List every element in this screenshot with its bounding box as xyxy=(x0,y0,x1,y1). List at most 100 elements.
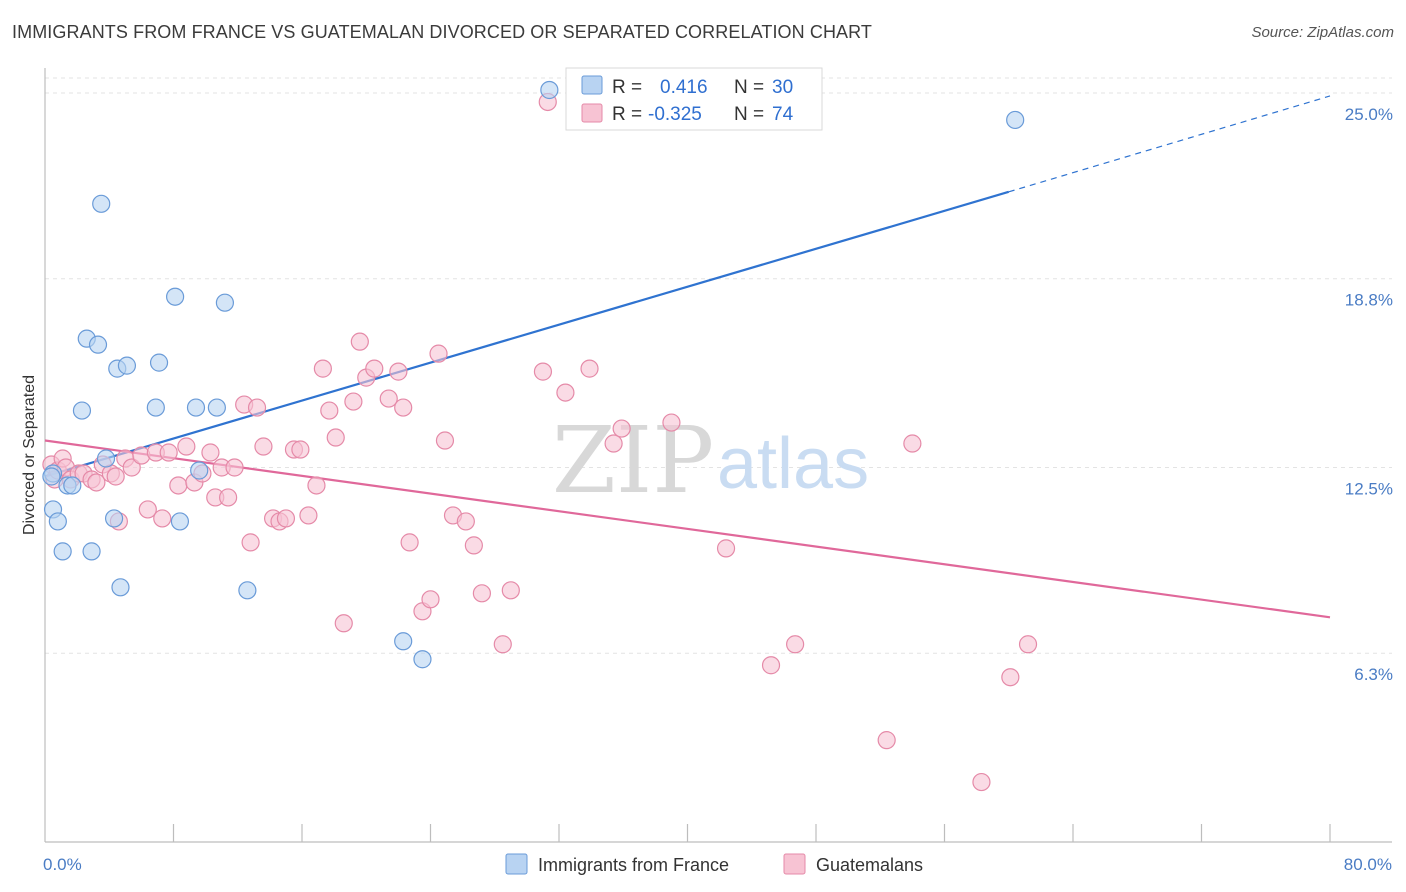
point-guatemalans xyxy=(254,437,273,456)
legend-n-label-1: N = xyxy=(734,77,764,98)
legend-box xyxy=(565,67,823,131)
legend-n-value-2: 74 xyxy=(772,104,794,125)
series-legend-label-france: Immigrants from France xyxy=(538,855,729,875)
point-guatemalans xyxy=(313,359,332,378)
point-guatemalans xyxy=(241,533,260,552)
point-guatemalans xyxy=(106,467,125,486)
y-tick-label: 12.5% xyxy=(1345,479,1393,498)
point-france xyxy=(166,287,185,306)
point-guatemalans xyxy=(556,383,575,402)
axes xyxy=(44,68,1392,843)
point-france xyxy=(238,581,257,600)
point-guatemalans xyxy=(153,509,172,528)
grid-lines xyxy=(45,77,1392,654)
point-guatemalans xyxy=(435,431,455,450)
point-guatemalans xyxy=(786,635,805,654)
correlation-legend: R = 0.416 N = 30 R = -0.325 N = 74 xyxy=(565,67,823,131)
legend-r-value-1: 0.416 xyxy=(660,77,708,98)
point-guatemalans xyxy=(612,419,631,438)
trend-line-guatemalans xyxy=(44,439,1331,619)
point-guatemalans xyxy=(365,359,384,378)
point-guatemalans xyxy=(394,398,413,417)
point-guatemalans xyxy=(247,398,267,417)
point-france xyxy=(96,449,116,468)
point-guatemalans xyxy=(1001,668,1020,687)
tick-labels: 6.3% 12.5% 18.8% 25.0% 0.0% 80.0% xyxy=(43,105,1393,874)
point-guatemalans xyxy=(493,635,512,654)
point-guatemalans xyxy=(400,533,419,552)
point-guatemalans xyxy=(225,458,244,477)
series-legend-label-guatemalans: Guatemalans xyxy=(816,855,923,875)
point-france xyxy=(190,461,209,480)
point-france xyxy=(394,632,413,651)
x-tick-label: 80.0% xyxy=(1344,855,1392,874)
point-guatemalans xyxy=(334,614,353,633)
data-points xyxy=(42,80,1038,792)
chart-title: IMMIGRANTS FROM FRANCE VS GUATEMALAN DIV… xyxy=(12,22,873,42)
point-guatemalans xyxy=(580,359,599,378)
point-france xyxy=(117,356,137,375)
trend-lines xyxy=(44,95,1331,619)
y-axis-title: Divorced or Separated xyxy=(21,375,38,535)
series-legend: Immigrants from France Guatemalans xyxy=(505,853,923,875)
legend-swatch-guatemalans xyxy=(581,103,603,123)
watermark: ZIP atlas xyxy=(552,407,869,514)
point-guatemalans xyxy=(464,536,483,555)
point-guatemalans xyxy=(456,512,475,531)
point-guatemalans xyxy=(299,506,318,525)
point-guatemalans xyxy=(421,590,440,609)
point-france xyxy=(48,512,67,531)
y-tick-label: 25.0% xyxy=(1345,105,1393,124)
point-guatemalans xyxy=(326,428,345,447)
point-guatemalans xyxy=(350,332,369,351)
point-guatemalans xyxy=(761,656,781,675)
point-france xyxy=(92,194,111,213)
point-guatemalans xyxy=(472,584,491,603)
point-guatemalans xyxy=(716,539,736,558)
point-guatemalans xyxy=(972,772,991,792)
point-guatemalans xyxy=(533,362,553,381)
point-guatemalans xyxy=(122,458,141,477)
watermark-zip: ZIP xyxy=(552,407,714,514)
point-guatemalans xyxy=(87,473,106,492)
point-guatemalans xyxy=(159,443,178,462)
trend-line-france xyxy=(44,190,1010,478)
watermark-atlas: atlas xyxy=(717,424,869,504)
point-france xyxy=(72,401,92,420)
point-france xyxy=(53,542,72,561)
point-france xyxy=(82,542,101,561)
point-guatemalans xyxy=(169,476,188,495)
trend-extension-france xyxy=(1008,95,1331,193)
point-france xyxy=(111,578,130,597)
point-france xyxy=(63,476,82,495)
point-france xyxy=(42,467,61,486)
point-guatemalans xyxy=(291,440,310,459)
chart-source: Source: ZipAtlas.com xyxy=(1251,24,1394,41)
point-guatemalans xyxy=(307,476,326,495)
point-france xyxy=(1006,110,1025,130)
point-france xyxy=(104,509,124,528)
y-tick-label: 18.8% xyxy=(1345,291,1393,310)
legend-n-label-2: N = xyxy=(734,104,764,125)
point-france xyxy=(146,398,165,417)
point-france xyxy=(170,512,190,531)
point-guatemalans xyxy=(429,344,448,363)
x-tick-label: 0.0% xyxy=(43,855,82,874)
legend-swatch-france xyxy=(581,75,603,95)
point-france xyxy=(186,398,206,417)
point-guatemalans xyxy=(219,488,238,507)
point-guatemalans xyxy=(379,389,398,408)
point-guatemalans xyxy=(903,434,922,453)
point-guatemalans xyxy=(662,413,681,432)
point-guatemalans xyxy=(877,731,896,750)
legend-n-value-1: 30 xyxy=(772,77,793,98)
point-guatemalans xyxy=(320,401,339,420)
point-france xyxy=(413,650,432,669)
point-guatemalans xyxy=(344,392,363,411)
point-guatemalans xyxy=(604,434,623,453)
y-tick-label: 6.3% xyxy=(1354,665,1393,684)
point-france xyxy=(149,353,169,372)
legend-r-value-2: -0.325 xyxy=(648,104,702,125)
point-guatemalans xyxy=(138,500,157,519)
